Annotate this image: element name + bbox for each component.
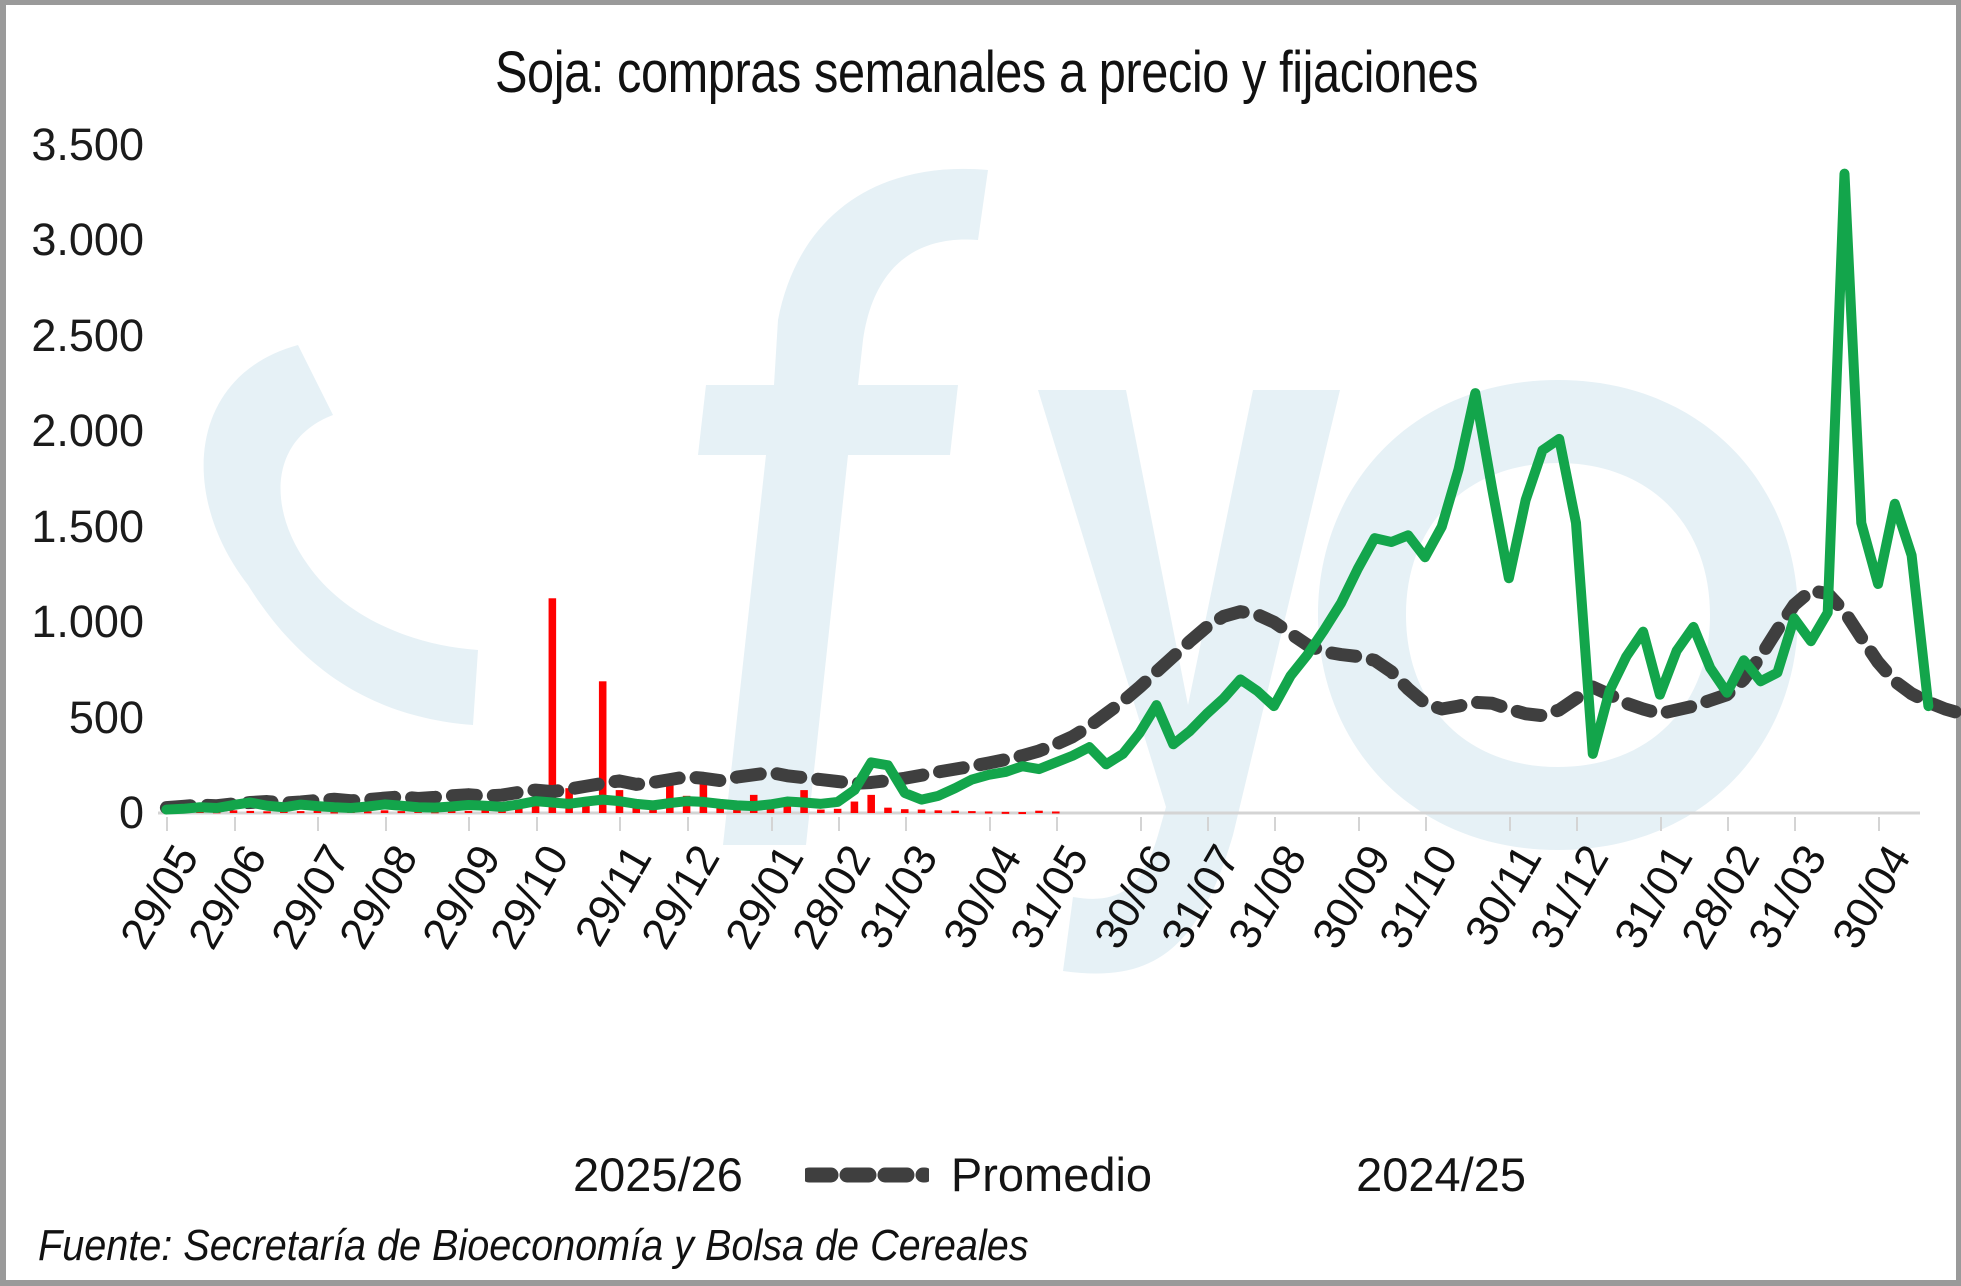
x-axis-tick-mark — [1878, 817, 1881, 831]
bar — [296, 811, 305, 814]
y-axis-tick-label: 1.000 — [31, 596, 144, 648]
bar — [783, 804, 792, 813]
bar — [984, 811, 993, 814]
bar — [833, 808, 842, 813]
legend-label-2024-25: 2024/25 — [1356, 1148, 1526, 1201]
x-axis-tick-mark — [770, 817, 773, 831]
source-note: Fuente: Secretaría de Bioeconomía y Bols… — [38, 1221, 1029, 1270]
bar — [1018, 812, 1026, 815]
page-title: Soja: compras semanales a precio y fijac… — [494, 40, 1479, 105]
legend-swatch-dashed-line-icon — [801, 1154, 933, 1196]
chart-legend: 2025/26 Promedio 2024/25 — [6, 1147, 1961, 1202]
plot-area — [158, 145, 1961, 974]
x-axis-tick-mark — [1659, 817, 1662, 831]
legend-item-2025-26[interactable]: 2025/26 — [447, 1147, 743, 1202]
x-axis-tick-mark — [1139, 817, 1142, 831]
y-axis-tick-label: 500 — [68, 691, 144, 743]
x-axis-tick-mark — [317, 817, 320, 831]
bar — [397, 811, 406, 814]
bar — [666, 782, 674, 813]
y-axis-tick-label: 1.500 — [31, 500, 144, 552]
bar — [968, 811, 976, 814]
x-axis-tick-mark — [384, 817, 387, 831]
x-axis-tick-mark — [233, 817, 236, 831]
series-line-2024-25 — [161, 168, 1934, 815]
bar — [850, 801, 859, 813]
bar — [447, 810, 456, 813]
y-axis-tick-label: 3.500 — [31, 119, 144, 170]
y-axis-tick-label: 0 — [118, 787, 144, 838]
bar — [363, 811, 372, 814]
x-axis-tick-mark — [619, 817, 622, 831]
y-axis-tick-label: 2.500 — [31, 309, 144, 361]
legend-item-promedio[interactable]: Promedio — [801, 1147, 1153, 1202]
bar — [699, 779, 708, 813]
legend-label-2025-26: 2025/26 — [573, 1148, 743, 1201]
series-line-promedio — [159, 584, 1961, 815]
bar — [598, 681, 607, 813]
legend-swatch-line-icon — [1214, 1169, 1334, 1180]
x-axis-tick-mark — [1727, 817, 1730, 831]
legend-label-promedio: Promedio — [950, 1148, 1153, 1201]
bar — [229, 810, 238, 813]
bar — [263, 811, 271, 814]
bar — [330, 811, 338, 814]
legend-swatch-bar-icon — [447, 1154, 551, 1196]
bar — [548, 598, 557, 813]
x-axis-tick-mark — [904, 817, 907, 831]
bar — [766, 806, 775, 813]
bar — [917, 809, 926, 813]
bar — [481, 809, 490, 813]
bar — [464, 810, 473, 813]
bar — [380, 810, 389, 813]
x-axis-tick-mark — [535, 817, 538, 831]
x-axis: 29/05 29/06 29/07 29/08 29/09 29/10 29/11 29/12… — [111, 817, 1921, 1017]
x-axis-tick-mark — [1273, 817, 1276, 831]
x-axis-tick-mark — [468, 817, 471, 831]
bar — [1052, 811, 1060, 814]
x-axis-tick-mark — [686, 817, 689, 831]
bar — [884, 807, 892, 813]
chart-series-layer — [159, 168, 1961, 815]
x-axis-tick-mark — [1055, 817, 1058, 831]
x-axis-tick-mark — [1206, 817, 1209, 831]
y-axis: 0 500 1.000 1.500 2.000 2.500 3.000 3.500 — [6, 119, 144, 838]
bar — [1001, 811, 1010, 814]
bar — [951, 810, 959, 813]
x-axis-tick-label: 30/04 — [1822, 837, 1921, 957]
x-axis-tick-mark — [1575, 817, 1578, 831]
x-axis-tick-mark — [1424, 817, 1427, 831]
y-axis-tick-label: 3.000 — [31, 214, 144, 266]
bar — [817, 809, 825, 813]
bar — [313, 810, 322, 813]
bar — [531, 804, 540, 813]
y-axis-tick-label: 2.000 — [31, 405, 144, 457]
x-axis-tick-mark — [988, 817, 991, 831]
legend-item-2024-25[interactable]: 2024/25 — [1214, 1147, 1526, 1202]
x-axis-tick-mark — [1794, 817, 1797, 831]
bar — [1035, 810, 1043, 813]
x-axis-tick-mark — [1357, 817, 1360, 831]
bar — [246, 810, 255, 813]
bar — [867, 794, 875, 813]
x-axis-tick-mark — [166, 817, 169, 831]
x-axis-tick-mark — [1508, 817, 1511, 831]
bar — [934, 810, 943, 813]
bar — [900, 809, 909, 813]
x-axis-tick-mark — [837, 817, 840, 831]
